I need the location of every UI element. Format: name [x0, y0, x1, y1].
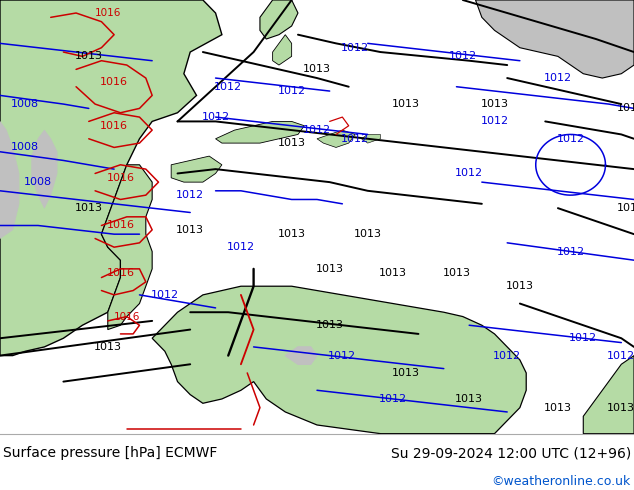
Polygon shape: [0, 122, 19, 239]
Text: 1012: 1012: [569, 333, 597, 343]
Text: 1012: 1012: [328, 350, 356, 361]
Text: 1012: 1012: [202, 112, 230, 122]
Text: 1013: 1013: [94, 342, 122, 352]
Text: 1012: 1012: [493, 350, 521, 361]
Text: 1012: 1012: [481, 117, 508, 126]
Text: 1013: 1013: [278, 229, 306, 239]
Text: 1016: 1016: [107, 220, 134, 230]
Text: 1012: 1012: [278, 86, 306, 96]
Text: 1013: 1013: [176, 225, 204, 235]
Text: 1016: 1016: [107, 268, 134, 278]
Text: 1012: 1012: [557, 134, 585, 144]
Text: 1013: 1013: [316, 264, 344, 274]
Polygon shape: [216, 122, 304, 143]
Polygon shape: [101, 165, 152, 330]
Text: 1013: 1013: [392, 99, 420, 109]
Text: 1008: 1008: [11, 143, 39, 152]
Text: 1013: 1013: [607, 403, 634, 413]
Polygon shape: [260, 0, 298, 39]
Text: 1013: 1013: [544, 403, 572, 413]
Polygon shape: [285, 347, 317, 364]
Text: ©weatheronline.co.uk: ©weatheronline.co.uk: [491, 475, 631, 488]
Text: 1012: 1012: [151, 290, 179, 300]
Text: 101: 101: [617, 103, 634, 113]
Text: 1013: 1013: [75, 203, 103, 213]
Text: 1016: 1016: [100, 121, 128, 131]
Text: 1012: 1012: [214, 82, 242, 92]
Polygon shape: [476, 0, 634, 78]
Text: 1013: 1013: [455, 394, 483, 404]
Text: 1013: 1013: [506, 281, 534, 291]
Text: 1012: 1012: [557, 246, 585, 257]
Text: 1016: 1016: [113, 312, 140, 321]
Text: 1013: 1013: [443, 268, 470, 278]
Polygon shape: [0, 0, 222, 356]
Polygon shape: [171, 156, 222, 182]
Polygon shape: [583, 356, 634, 434]
Text: 1012: 1012: [379, 394, 407, 404]
Polygon shape: [361, 134, 380, 143]
Text: 1013: 1013: [303, 64, 331, 74]
Text: 1012: 1012: [303, 125, 331, 135]
Text: 1008: 1008: [24, 177, 52, 187]
Text: 1013: 1013: [392, 368, 420, 378]
Text: 1013: 1013: [75, 51, 103, 61]
Text: Su 29-09-2024 12:00 UTC (12+96): Su 29-09-2024 12:00 UTC (12+96): [391, 446, 631, 461]
Text: 1016: 1016: [107, 173, 134, 183]
Text: 1012: 1012: [455, 169, 483, 178]
Text: 1013: 1013: [278, 138, 306, 148]
Text: 1012: 1012: [341, 134, 369, 144]
Text: 1016: 1016: [94, 8, 121, 18]
Text: 1012: 1012: [449, 51, 477, 61]
Text: 1012: 1012: [544, 73, 572, 83]
Polygon shape: [152, 286, 526, 434]
Text: 101: 101: [617, 203, 634, 213]
Text: 1013: 1013: [379, 268, 407, 278]
Text: 1012: 1012: [176, 190, 204, 200]
Text: 1008: 1008: [11, 99, 39, 109]
Text: 1016: 1016: [100, 77, 128, 87]
Text: 1012: 1012: [227, 242, 255, 252]
Polygon shape: [317, 130, 355, 147]
Text: 1012: 1012: [341, 43, 369, 53]
Polygon shape: [273, 35, 292, 65]
Text: 1013: 1013: [481, 99, 508, 109]
Text: Surface pressure [hPa] ECMWF: Surface pressure [hPa] ECMWF: [3, 446, 217, 461]
Text: 1013: 1013: [354, 229, 382, 239]
Text: 1013: 1013: [316, 320, 344, 330]
Polygon shape: [32, 130, 57, 208]
Text: 1012: 1012: [607, 350, 634, 361]
